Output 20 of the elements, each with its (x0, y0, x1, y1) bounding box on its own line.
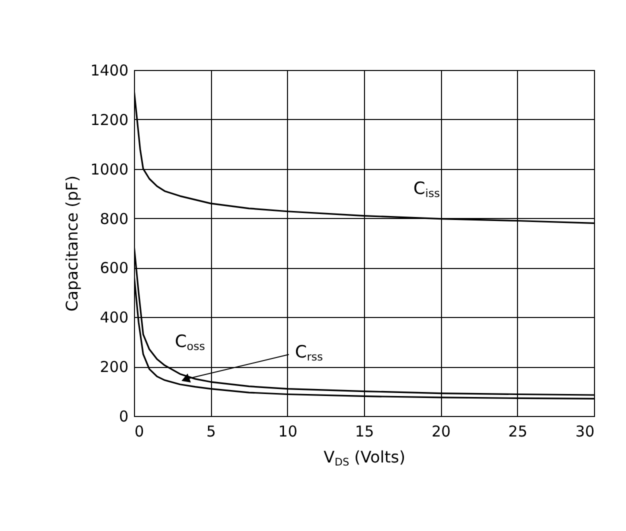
series-label: C$_{iss}$ (413, 178, 440, 200)
x-tick-label: 10 (278, 422, 298, 440)
y-tick-label: 0 (118, 408, 128, 426)
x-tick-label: 25 (508, 422, 528, 440)
x-tick-label: 30 (575, 422, 594, 440)
annotation: C$_{rss}$ (295, 342, 324, 364)
x-tick-label: 0 (134, 422, 144, 440)
y-axis-title: Capacitance (pF) (62, 176, 82, 312)
x-axis-title: V$_{DS}$ (Volts) (324, 448, 406, 468)
y-tick-label: 800 (100, 210, 128, 228)
series-label: C$_{oss}$ (174, 332, 206, 353)
x-tick-label: 5 (206, 422, 216, 440)
y-tick-label: 200 (100, 358, 128, 376)
y-tick-label: 1000 (90, 160, 128, 178)
y-tick-label: 1400 (90, 62, 128, 80)
y-tick-label: 400 (100, 308, 128, 327)
y-tick-label: 600 (100, 259, 128, 278)
x-tick-label: 15 (354, 422, 374, 440)
x-tick-label: 20 (432, 422, 451, 440)
y-tick-label: 1200 (90, 110, 128, 129)
